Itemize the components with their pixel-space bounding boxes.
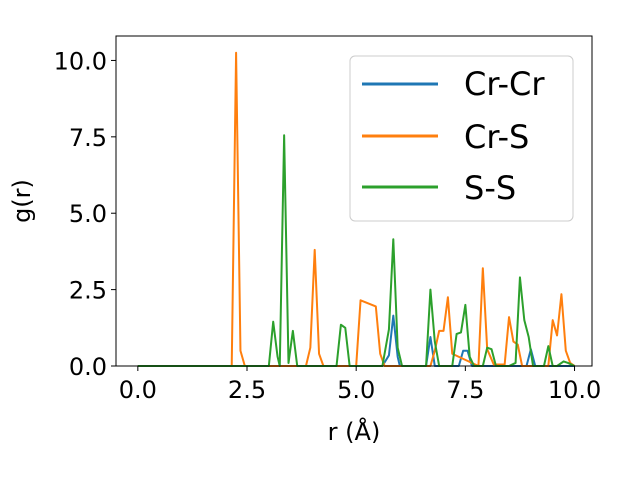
legend-label-cr-cr: Cr-Cr xyxy=(464,65,545,103)
legend: Cr-Cr Cr-S S-S xyxy=(349,55,574,222)
y-ticks: 0.0 2.5 5.0 7.5 10.0 xyxy=(54,47,116,381)
x-tick-label: 2.5 xyxy=(228,376,266,404)
legend-box xyxy=(349,55,574,222)
legend-label-cr-s: Cr-S xyxy=(464,118,529,156)
y-tick-label: 5.0 xyxy=(69,200,107,228)
x-ticks: 0.0 2.5 5.0 7.5 10.0 xyxy=(119,366,601,404)
legend-label-s-s: S-S xyxy=(464,169,516,207)
plot-frame xyxy=(115,35,593,367)
y-tick-label: 7.5 xyxy=(69,124,107,152)
y-tick-label: 10.0 xyxy=(54,47,107,75)
y-tick-label: 0.0 xyxy=(69,353,107,381)
x-tick-label: 0.0 xyxy=(119,376,157,404)
y-axis-label: g(r) xyxy=(8,179,36,223)
x-axis-label: r (Å) xyxy=(328,417,381,446)
y-tick-label: 2.5 xyxy=(69,277,107,305)
x-tick-label: 7.5 xyxy=(446,376,484,404)
x-tick-label: 5.0 xyxy=(337,376,375,404)
axes-layer xyxy=(115,35,593,367)
x-tick-label: 10.0 xyxy=(548,376,601,404)
